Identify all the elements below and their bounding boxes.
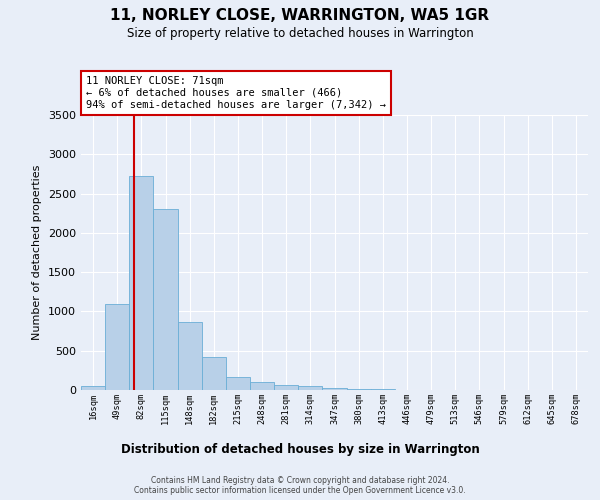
- Bar: [371, 389, 395, 390]
- Text: Size of property relative to detached houses in Warrington: Size of property relative to detached ho…: [127, 28, 473, 40]
- Bar: [105, 304, 129, 390]
- Bar: [154, 210, 178, 390]
- Bar: [298, 386, 322, 390]
- Bar: [202, 357, 226, 390]
- Text: 11 NORLEY CLOSE: 71sqm
← 6% of detached houses are smaller (466)
94% of semi-det: 11 NORLEY CLOSE: 71sqm ← 6% of detached …: [86, 76, 386, 110]
- Bar: [250, 382, 274, 390]
- Bar: [274, 384, 298, 390]
- Bar: [178, 322, 202, 390]
- Bar: [226, 378, 250, 390]
- Bar: [322, 388, 347, 390]
- Bar: [129, 176, 154, 390]
- Bar: [81, 386, 105, 390]
- Bar: [347, 389, 371, 390]
- Y-axis label: Number of detached properties: Number of detached properties: [32, 165, 43, 340]
- Text: 11, NORLEY CLOSE, WARRINGTON, WA5 1GR: 11, NORLEY CLOSE, WARRINGTON, WA5 1GR: [110, 8, 490, 22]
- Text: Contains HM Land Registry data © Crown copyright and database right 2024.
Contai: Contains HM Land Registry data © Crown c…: [134, 476, 466, 495]
- Text: Distribution of detached houses by size in Warrington: Distribution of detached houses by size …: [121, 442, 479, 456]
